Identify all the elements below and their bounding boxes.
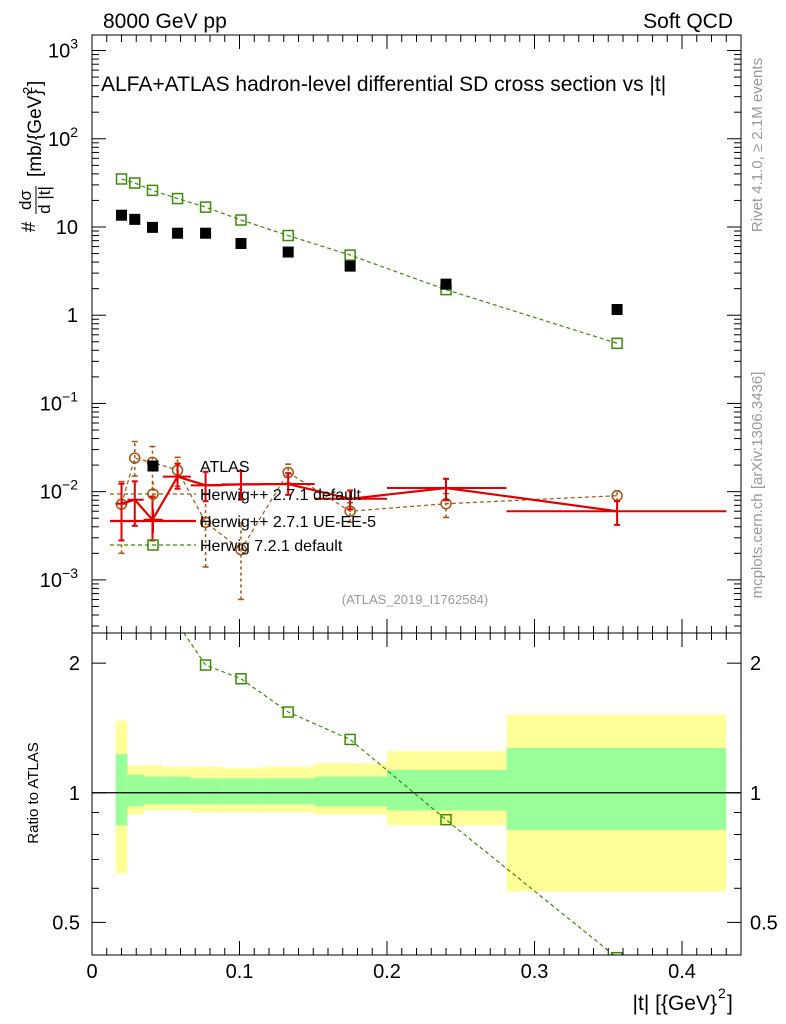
ratio-marker-herwig721 [173,619,183,629]
y-tick-label-main: 10 [56,217,78,239]
header-right: Soft QCD [643,10,733,33]
y-axis-label-close: ] [25,81,46,86]
legend-symbol-atlas [147,460,159,472]
x-tick-label: 0 [86,961,97,983]
ratio-panel: 0 0.1 0.2 0.3 0.4 0.5 0.5 1 1 2 2 [52,607,778,983]
y-tick-label-main: 10−1 [40,388,78,415]
ratio-marker-herwig721 [235,672,247,685]
y-tick-label-ratio: 2 [69,653,80,675]
y-axis-label-main: # dσ d |t| [mb/{GeV} 2 ] [16,81,54,233]
y-tick-label-main: 1 [67,305,78,327]
marker-herwig721 [171,192,184,205]
ratio-marker-herwig721 [147,607,157,617]
marker-herwig721 [129,177,141,189]
main-frame [91,34,742,634]
marker-atlas [235,237,247,249]
ratio-band-inner [221,778,262,805]
marker-atlas [440,278,452,290]
marker-atlas [200,227,212,239]
ratio-marker-herwig721 [282,706,294,718]
y-axis-label-unit: [mb/{GeV} [25,89,46,177]
marker-herwig721 [199,201,212,213]
y-axis-label-ratio: Ratio to ATLAS [25,742,42,843]
marker-herwig721 [115,173,128,185]
marker-herwig271-default [199,516,212,529]
ratio-marker-herwig721 [130,611,140,621]
marker-herwig721 [611,337,623,350]
marker-atlas [129,213,141,225]
ratio-marker-herwig721 [199,659,212,671]
ratio-band-inner [143,776,163,805]
legend-symbol-herwig721 [147,539,159,551]
marker-herwig721 [344,249,356,261]
series-line-herwig721 [121,178,618,344]
chart-title: ALFA+ATLAS hadron-level differential SD … [101,73,666,96]
marker-atlas [146,221,158,233]
y-tick-label-main: 10−2 [40,477,78,504]
ratio-band-inner [261,778,315,805]
y-tick-label-main: 103 [48,36,78,63]
x-tick-label: 0.4 [668,961,696,983]
y-tick-label-ratio: 1 [69,783,80,805]
y-axis-label-denominator: d |t| [35,186,54,214]
ratio-band-inner [387,769,507,811]
svg-text:#: # [19,221,40,232]
rivet-version-text: Rivet 4.1.0, ≥ 2.1M events [749,58,766,232]
legend-label-herwig721: Herwig 7.2.1 default [200,538,343,555]
mcplots-reference-text: mcplots.cern.ch [arXiv:1306.3436] [749,372,766,599]
analysis-watermark: (ATLAS_2019_I1762584) [342,592,488,607]
marker-herwig721 [282,229,294,242]
legend: ATLAS Herwig++ 2.7.1 default Herwig++ 2.7.… [110,459,376,555]
y-axis-label-exp: 2 [20,87,35,94]
marker-atlas [172,227,184,239]
x-tick-label: 0.1 [226,961,254,983]
marker-herwig721 [235,214,247,226]
ratio-marker-herwig721 [611,951,623,955]
marker-herwig271-default [129,452,141,464]
y-tick-label-ratio: 0.5 [52,912,80,934]
marker-atlas [611,304,623,316]
svg-text:Rivet 4.1.0, ≥ 2.1M events: Rivet 4.1.0, ≥ 2.1M events [749,58,766,232]
legend-label-atlas: ATLAS [200,459,250,476]
x-tick-label: 0.3 [521,961,549,983]
ratio-band-inner [162,776,191,805]
ratio-band-inner [127,774,144,807]
ratio-marker-herwig721 [117,611,127,621]
header-left: 8000 GeV pp [103,10,227,33]
marker-atlas [282,246,294,258]
ratio-line-herwig721 [183,633,615,955]
y-axis-label-numerator: dσ [16,190,35,210]
legend-symbol-herwig271-default [147,488,159,500]
y-tick-label-ratio-right: 0.5 [750,912,778,934]
x-axis-label-exp: 2 [718,985,726,1001]
series-line-herwig271-default [120,457,618,551]
legend-label-herwig271-default: Herwig++ 2.7.1 default [200,487,362,504]
marker-atlas [116,209,127,221]
marker-herwig271-default [235,543,247,556]
marker-herwig721 [146,184,159,197]
x-tick-label: 0.2 [373,961,401,983]
y-tick-label-main: 102 [48,124,78,151]
y-tick-label-main: 10−3 [40,565,78,592]
svg-text:mcplots.cern.ch [arXiv:1306.34: mcplots.cern.ch [arXiv:1306.3436] [749,372,766,599]
main-panel: 10−3 10−2 10−1 1 10 102 103 ALFA+ATLAS hadron-… [40,34,742,634]
ratio-band-inner [190,778,222,805]
y-axis-label-hash: # [19,221,40,232]
ratio-marker-herwig721 [344,733,356,746]
x-axis-label: |t| [{GeV} 2 ] [633,985,733,1015]
marker-atlas [344,260,356,272]
svg-text:Ratio to ATLAS: Ratio to ATLAS [25,742,42,843]
legend-label-herwig271-ueee5: Herwig++ 2.7.1 UE-EE-5 [200,514,376,531]
ratio-marker-herwig721 [440,813,452,826]
ratio-band-inner [506,748,727,830]
x-axis-label-main: |t| [{GeV} [633,992,717,1015]
y-tick-label-ratio-right: 1 [750,783,761,805]
y-tick-label-ratio-right: 2 [750,653,761,675]
x-axis-label-close: ] [727,992,733,1015]
ratio-band-inner [314,776,387,807]
ratio-band-inner [115,754,128,826]
